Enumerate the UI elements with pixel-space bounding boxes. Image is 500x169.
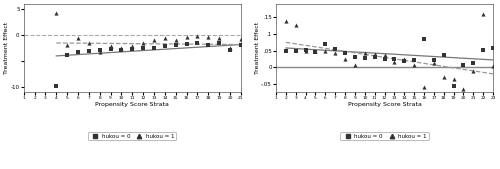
Point — [128, 47, 136, 50]
Point — [351, 63, 359, 66]
Point — [139, 47, 147, 50]
X-axis label: Propensity Score Strata: Propensity Score Strata — [96, 102, 169, 107]
Point — [226, 47, 234, 50]
Point — [172, 44, 179, 46]
Point — [194, 35, 202, 38]
Point — [96, 48, 104, 51]
Point — [161, 44, 169, 47]
Point — [410, 63, 418, 66]
Point — [430, 59, 438, 61]
Point — [237, 44, 245, 46]
Point — [204, 35, 212, 38]
Point — [489, 47, 497, 49]
Point — [361, 52, 369, 55]
Point — [226, 48, 234, 51]
Point — [470, 62, 478, 65]
Point — [400, 60, 408, 63]
Point — [341, 52, 349, 55]
Point — [63, 54, 71, 56]
Y-axis label: Treatment Effect: Treatment Effect — [254, 22, 260, 74]
Point — [150, 39, 158, 42]
Point — [282, 19, 290, 22]
Point — [489, 64, 497, 67]
Point — [74, 51, 82, 54]
Point — [390, 61, 398, 64]
Point — [204, 43, 212, 46]
Point — [118, 47, 126, 50]
Point — [380, 53, 388, 56]
Point — [322, 43, 330, 45]
Point — [460, 63, 468, 66]
Point — [292, 23, 300, 26]
Point — [237, 38, 245, 41]
Point — [322, 50, 330, 53]
Point — [470, 69, 478, 72]
Legend: hukou = 0, hukou = 1: hukou = 0, hukou = 1 — [340, 132, 428, 140]
Point — [450, 78, 458, 80]
Point — [74, 37, 82, 39]
Point — [63, 43, 71, 46]
Point — [430, 62, 438, 65]
Point — [380, 58, 388, 60]
Point — [440, 53, 448, 56]
Point — [85, 49, 93, 52]
Point — [172, 39, 179, 42]
Point — [390, 58, 398, 60]
Point — [331, 48, 339, 50]
Point — [282, 49, 290, 52]
Point — [420, 38, 428, 40]
Point — [161, 37, 169, 39]
Point — [370, 53, 378, 55]
Legend: hukou = 0, hukou = 1: hukou = 0, hukou = 1 — [88, 132, 176, 140]
Point — [302, 49, 310, 51]
Point — [460, 88, 468, 90]
Point — [85, 42, 93, 44]
Y-axis label: Treatment Effect: Treatment Effect — [4, 22, 9, 74]
Point — [420, 86, 428, 89]
Point — [440, 75, 448, 78]
Point — [52, 84, 60, 87]
Point — [118, 49, 126, 52]
Point — [139, 42, 147, 44]
Point — [182, 35, 190, 38]
Point — [312, 51, 320, 54]
Point — [292, 50, 300, 53]
Point — [302, 49, 310, 52]
Point — [215, 42, 223, 44]
Point — [331, 52, 339, 55]
Point — [351, 55, 359, 58]
Point — [106, 48, 114, 51]
Point — [106, 44, 114, 47]
Point — [410, 59, 418, 61]
Point — [52, 12, 60, 15]
Point — [370, 56, 378, 59]
Point — [96, 50, 104, 53]
Point — [128, 44, 136, 47]
Point — [341, 58, 349, 60]
Point — [312, 49, 320, 52]
Point — [479, 13, 487, 16]
Point — [150, 46, 158, 49]
Point — [400, 58, 408, 60]
Point — [361, 57, 369, 59]
Point — [215, 37, 223, 39]
Point — [182, 43, 190, 45]
Point — [194, 42, 202, 45]
Point — [450, 85, 458, 88]
X-axis label: Propensity Score Strata: Propensity Score Strata — [348, 102, 422, 107]
Point — [479, 49, 487, 51]
